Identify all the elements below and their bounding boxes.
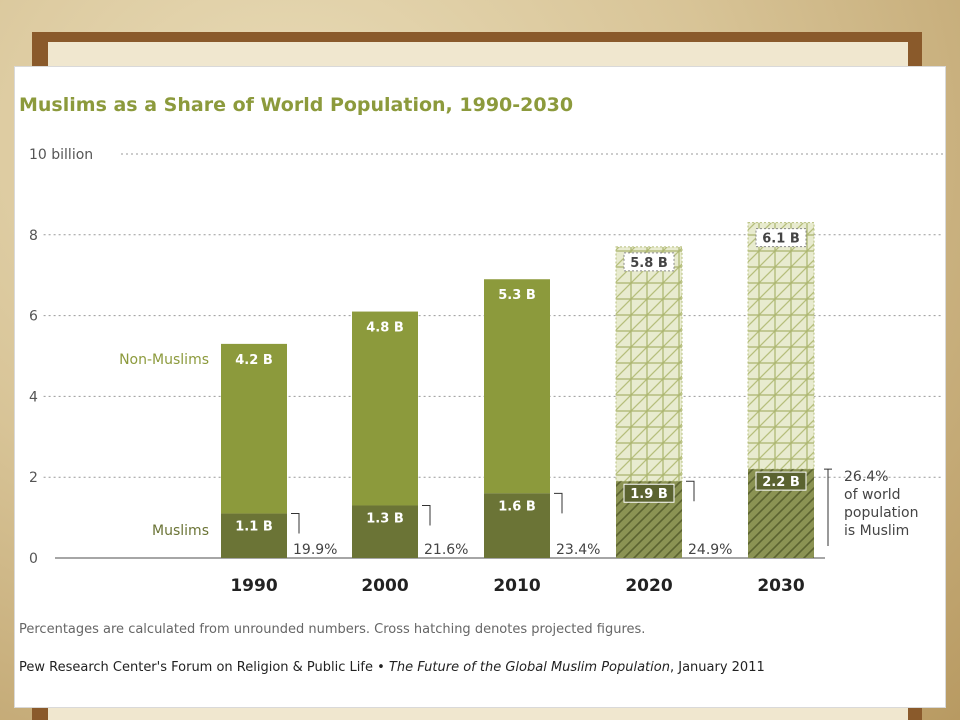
value-label-non-muslims-2020: 5.8 B [630,256,667,271]
value-label-non-muslims-2010: 5.3 B [498,288,535,303]
value-label-muslims-2000: 1.3 B [366,511,403,526]
bar-non-muslims-2000 [352,311,418,506]
value-box-non-muslims-2020 [623,252,675,272]
percentage-label-2010: 23.4% [556,542,600,558]
source-line: Pew Research Center's Forum on Religion … [19,660,765,675]
annotation-line: population [844,505,919,521]
value-box-muslims-2030 [755,471,807,491]
x-tick-label-2020: 2020 [625,576,672,596]
bracket-2030 [824,468,832,546]
value-label-muslims-1990: 1.1 B [235,520,272,535]
source-suffix: , January 2011 [670,660,765,675]
chart-panel: Muslims as a Share of World Population, … [14,66,946,708]
value-label-muslims-2030: 2.2 B [762,475,799,490]
x-tick-label-1990: 1990 [230,576,277,596]
bar-muslims-1990 [221,513,287,558]
value-label-muslims-2010: 1.6 B [498,499,535,514]
source-prefix: Pew Research Center's Forum on Religion … [19,660,389,675]
bar-non-muslims-1990 [221,343,287,514]
footnote: Percentages are calculated from unrounde… [19,622,645,637]
value-label-non-muslims-2000: 4.8 B [366,321,403,336]
bar-non-muslims-2030 [747,222,815,470]
y-tick-label: 4 [29,389,38,405]
annotation-line: is Muslim [844,523,909,539]
percentage-label-1990: 19.9% [293,542,337,558]
series-label-muslims: Muslims [152,523,209,539]
value-box-muslims-2020 [623,483,675,503]
x-tick-label-2000: 2000 [361,576,408,596]
bar-non-muslims-2020 [615,246,683,482]
bracket-1990 [291,513,300,534]
y-tick-label: 6 [29,309,38,325]
percentage-label-2020: 24.9% [688,542,732,558]
value-label-muslims-2020: 1.9 B [630,487,667,502]
annotation-line: of world [844,487,901,503]
y-tick-label: 2 [29,470,38,486]
bracket-2010 [554,492,563,514]
percentage-label-2000: 21.6% [424,542,468,558]
y-tick-label: 8 [29,228,38,244]
y-tick-label: 0 [29,551,38,567]
bracket-2000 [422,504,431,526]
y-tick-label: 10 billion [29,147,93,163]
bracket-2020 [686,480,695,502]
source-title: The Future of the Global Muslim Populati… [389,660,670,675]
x-tick-label-2010: 2010 [493,576,540,596]
bar-non-muslims-2010 [484,279,550,494]
value-label-non-muslims-1990: 4.2 B [235,353,272,368]
bar-muslims-2000 [352,505,418,558]
series-label-non-muslims: Non-Muslims [119,352,209,368]
chart-title: Muslims as a Share of World Population, … [19,94,573,116]
chart: Muslims as a Share of World Population, … [19,94,943,675]
value-label-non-muslims-2030: 6.1 B [762,232,799,247]
bar-muslims-2010 [484,493,550,558]
value-box-non-muslims-2030 [755,228,807,248]
percentage-label-2030: 26.4% [844,469,888,485]
x-tick-label-2030: 2030 [757,576,804,596]
